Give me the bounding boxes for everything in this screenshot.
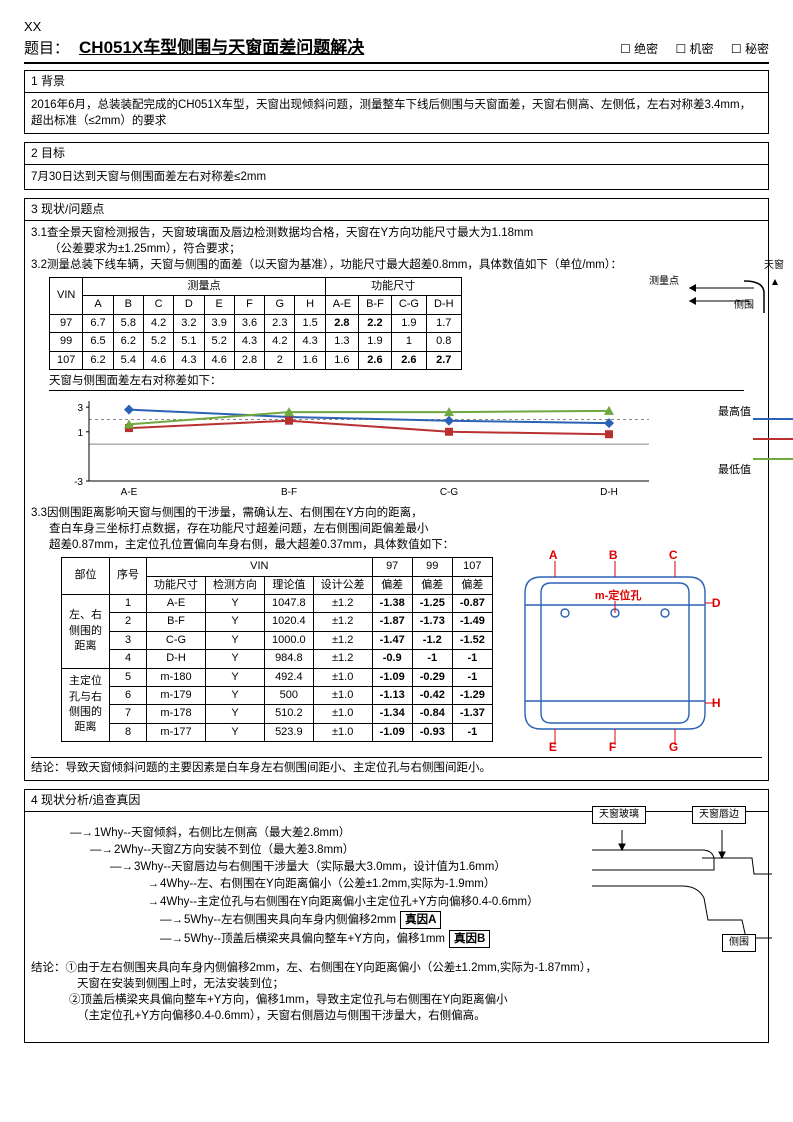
svg-text:B-F: B-F (281, 487, 297, 498)
svg-text:D-H: D-H (600, 487, 618, 498)
svg-text:1: 1 (77, 428, 83, 439)
chassis-diagram: A B C D m-定位孔 E F G H (505, 553, 725, 753)
section-3-head: 3 现状/问题点 (25, 199, 768, 221)
title-label: 题目： (24, 38, 69, 59)
label-celiangdian: 测量点 (649, 275, 679, 289)
check-secret: ☐ 秘密 (731, 42, 769, 56)
conc4-2b: （主定位孔+Y方向偏移0.4-0.6mm），天窗右侧唇边与侧围干涉量大，右侧偏高… (77, 1008, 762, 1024)
lbl-F: F (609, 739, 616, 756)
lbl-lip: 天窗唇边 (692, 806, 746, 824)
symmetry-chart: -3 1 3 A-E B-F C-G D-H 最高值 最低值 (49, 393, 749, 503)
lbl-side: 侧围 (722, 934, 756, 952)
check-confidential: ☐ 机密 (675, 42, 713, 56)
line-3-2: 3.2测量总装下线车辆，天窗与侧围的面差（以天窗为基准），功能尺寸最大超差0.8… (31, 257, 762, 273)
classification-checks: ☐ 绝密 ☐ 机密 ☐ 秘密 (606, 41, 769, 58)
mini-diagram-1: 天窗 测量点 侧围 (684, 259, 784, 328)
section-4: 4 现状分析/追查真因 —→1Why--天窗倾斜，右侧比左侧高（最大差2.8mm… (24, 789, 769, 1043)
conc4-2: ②顶盖后横梁夹具偏向整车+Y方向，偏移1mm，导致主定位孔与右侧围在Y向距离偏小 (69, 992, 762, 1008)
section-1-body: 2016年6月，总装装配完成的CH051X车型，天窗出现倾斜问题，测量整车下线后… (25, 93, 768, 133)
section-1-head: 1 背景 (25, 71, 768, 93)
cause-a-box: 真因A (400, 911, 441, 929)
caption-symmetry: 天窗与侧围面差左右对称差如下： (49, 373, 744, 391)
legend-swatches (751, 413, 793, 473)
svg-text:3: 3 (77, 403, 83, 414)
line-3-1: 3.1查全景天窗检测报告，天窗玻璃面及唇边检测数据均合格，天窗在Y方向功能尺寸最… (31, 225, 762, 241)
svg-text:-3: -3 (74, 477, 83, 488)
legend-max: 最高值 (718, 405, 751, 420)
section-2: 2 目标 7月30日达到天窗与侧围面差左右对称差≤2mm (24, 142, 769, 190)
doc-xx: XX (24, 18, 749, 36)
cause-b-box: 真因B (449, 930, 490, 948)
section-2-head: 2 目标 (25, 143, 768, 165)
line-3-3c: 超差0.87mm，主定位孔位置偏向车身右侧，最大超差0.37mm，具体数值如下： (49, 537, 762, 553)
lbl-B: B (609, 547, 618, 564)
line-3-3a: 3.3因侧围距离影响天窗与侧围的干涉量，需确认左、右侧围在Y方向的距离， (31, 505, 762, 521)
legend-min: 最低值 (718, 463, 751, 478)
line-3-3b: 查白车身三坐标打点数据，存在功能尺寸超差问题，左右侧围间距偏差最小 (49, 521, 762, 537)
svg-text:C-G: C-G (440, 487, 459, 498)
section-4-diagram: 天窗玻璃 天窗唇边 侧围 (582, 806, 782, 983)
label-cewei: 侧围 (734, 299, 754, 313)
line-3-1b: （公差要求为±1.25mm），符合要求； (49, 241, 762, 257)
lbl-E: E (549, 739, 557, 756)
lbl-G: G (669, 739, 678, 756)
lbl-D: D (712, 595, 721, 612)
lbl-H: H (712, 695, 721, 712)
lbl-A: A (549, 547, 558, 564)
label-tianchuang: 天窗 (684, 259, 784, 273)
table-distance: 部位序号VIN9799107功能尺寸检测方向理论值设计公差偏差偏差偏差左、右 侧… (61, 557, 493, 742)
section-3: 3 现状/问题点 3.1查全景天窗检测报告，天窗玻璃面及唇边检测数据均合格，天窗… (24, 198, 769, 782)
svg-text:A-E: A-E (121, 487, 138, 498)
header-row: 题目： CH051X车型侧围与天窗面差问题解决 ☐ 绝密 ☐ 机密 ☐ 秘密 (24, 36, 769, 64)
section-1: 1 背景 2016年6月，总装装配完成的CH051X车型，天窗出现倾斜问题，测量… (24, 70, 769, 134)
section-4-body: —→1Why--天窗倾斜，右侧比左侧高（最大差2.8mm） —→2Why--天窗… (25, 812, 768, 1042)
lbl-m: m-定位孔 (595, 589, 641, 604)
section-2-body: 7月30日达到天窗与侧围面差左右对称差≤2mm (25, 165, 768, 189)
title-main: CH051X车型侧围与天窗面差问题解决 (79, 36, 364, 60)
conclusion-3: 结论：导致天窗倾斜问题的主要因素是白车身左右侧围间距小、主定位孔与右侧围间距小。 (31, 757, 762, 776)
lbl-C: C (669, 547, 678, 564)
table-measurement: VIN测量点功能尺寸ABCDEFGHA-EB-FC-GD-H976.75.84.… (49, 277, 462, 370)
section-3-body: 3.1查全景天窗检测报告，天窗玻璃面及唇边检测数据均合格，天窗在Y方向功能尺寸最… (25, 221, 768, 781)
lbl-glass: 天窗玻璃 (592, 806, 646, 824)
check-top-secret: ☐ 绝密 (620, 42, 658, 56)
